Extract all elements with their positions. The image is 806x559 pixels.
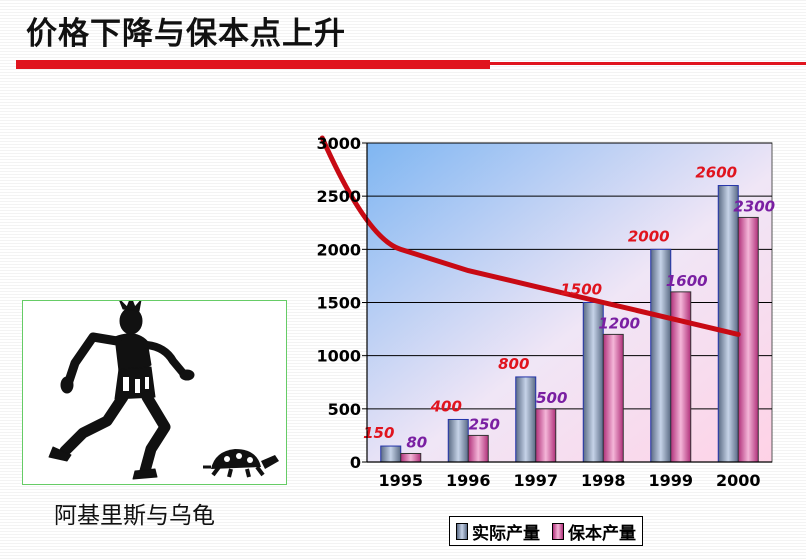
- legend-item-breakeven: 保本产量: [552, 519, 636, 544]
- data-label-breakeven: 1200: [598, 314, 640, 332]
- y-tick-label: 1000: [316, 347, 361, 366]
- data-label-actual: 2000: [628, 227, 670, 245]
- data-label-breakeven: 500: [536, 389, 567, 407]
- data-label-breakeven: 1600: [666, 272, 708, 290]
- title-underline: [16, 60, 490, 69]
- data-label-actual: 2600: [695, 164, 737, 182]
- x-tick-label: 1996: [446, 471, 491, 490]
- y-tick-label: 500: [328, 400, 361, 419]
- x-tick-label: 1998: [581, 471, 626, 490]
- data-label-actual: 400: [430, 397, 462, 415]
- title-underline-thin: [490, 62, 806, 65]
- data-label-breakeven: 250: [469, 415, 500, 433]
- bar-actual: [717, 185, 739, 463]
- bar-breakeven: [602, 333, 624, 463]
- bar-breakeven: [467, 434, 489, 463]
- image-caption: 阿基里斯与乌龟: [54, 503, 215, 529]
- bar-actual: [447, 418, 469, 463]
- bar-breakeven: [535, 408, 557, 463]
- chart-legend: 实际产量 保本产量: [449, 516, 643, 546]
- x-tick-label: 1999: [648, 471, 693, 490]
- legend-label-actual: 实际产量: [472, 523, 540, 544]
- legend-swatch-actual: [456, 522, 468, 540]
- x-tick-label: 1997: [513, 471, 558, 490]
- legend-label-breakeven: 保本产量: [568, 523, 636, 544]
- y-tick-label: 2000: [316, 240, 361, 259]
- data-label-actual: 800: [498, 355, 529, 373]
- legend-item-actual: 实际产量: [456, 519, 540, 544]
- data-label-breakeven: 2300: [733, 197, 775, 215]
- bar-actual: [380, 445, 402, 463]
- data-label-actual: 150: [363, 424, 394, 442]
- data-label-actual: 1500: [560, 281, 602, 299]
- y-tick-label: 1500: [316, 294, 361, 313]
- data-label-breakeven: 80: [406, 433, 427, 451]
- y-tick-label: 2500: [316, 187, 361, 206]
- runner-tortoise-icon: [48, 296, 279, 480]
- y-tick-label: 0: [350, 453, 361, 472]
- trend-curve: [319, 135, 741, 337]
- y-tick-label: 3000: [316, 134, 361, 153]
- x-tick-label: 1995: [378, 471, 423, 490]
- bar-breakeven: [400, 452, 422, 463]
- achilles-tortoise-illustration: [22, 296, 287, 485]
- bar-actual: [515, 376, 537, 463]
- legend-swatch-breakeven: [552, 522, 564, 540]
- slide-title: 价格下降与保本点上升: [26, 16, 346, 52]
- bar-breakeven: [737, 216, 759, 463]
- x-tick-label: 2000: [716, 471, 761, 490]
